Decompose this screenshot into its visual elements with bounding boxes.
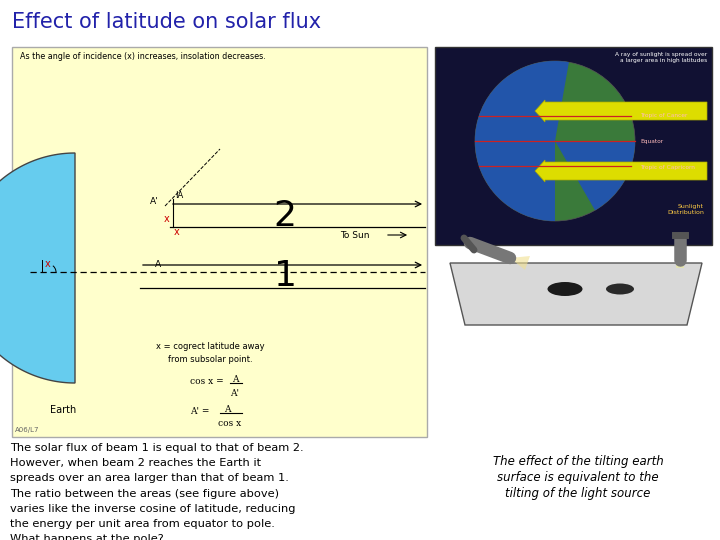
Ellipse shape	[606, 284, 634, 294]
Text: Sunlight
Distribution: Sunlight Distribution	[667, 204, 704, 215]
Text: The ratio between the areas (see figure above): The ratio between the areas (see figure …	[10, 489, 279, 498]
Text: As the angle of incidence (x) increases, insolation decreases.: As the angle of incidence (x) increases,…	[20, 52, 266, 61]
Bar	[12, 47, 427, 437]
Text: x: x	[45, 259, 51, 269]
Text: Effect of latitude on solar flux: Effect of latitude on solar flux	[12, 12, 321, 32]
Text: A: A	[224, 405, 230, 414]
Text: A ray of sunlight is spread over
a larger area in high latitudes: A ray of sunlight is spread over a large…	[615, 52, 707, 63]
Text: To Sun: To Sun	[340, 231, 369, 240]
FancyArrow shape	[535, 100, 707, 122]
Text: x: x	[164, 214, 170, 224]
Text: IA: IA	[175, 192, 184, 200]
Polygon shape	[0, 153, 75, 383]
Bar	[676, 260, 684, 268]
Text: 2: 2	[274, 199, 297, 233]
Text: Equator: Equator	[640, 138, 663, 144]
Text: Earth: Earth	[50, 405, 76, 415]
Text: A: A	[155, 260, 161, 269]
Polygon shape	[510, 256, 530, 270]
Bar	[435, 47, 712, 245]
Wedge shape	[555, 141, 635, 210]
Text: spreads over an area larger than that of beam 1.: spreads over an area larger than that of…	[10, 474, 289, 483]
Polygon shape	[450, 263, 702, 325]
Text: A': A'	[150, 197, 158, 206]
Text: tilting of the light source: tilting of the light source	[505, 487, 651, 500]
Wedge shape	[475, 61, 569, 221]
Text: 1: 1	[274, 260, 297, 294]
Text: cos x: cos x	[218, 419, 241, 428]
Text: the energy per unit area from equator to pole.: the energy per unit area from equator to…	[10, 519, 275, 529]
Text: The solar flux of beam 1 is equal to that of beam 2.: The solar flux of beam 1 is equal to tha…	[10, 443, 304, 453]
Text: x = cogrect latitude away: x = cogrect latitude away	[156, 342, 264, 351]
Text: Tropic of Cancer: Tropic of Cancer	[640, 112, 688, 118]
Text: A' =: A' =	[190, 407, 210, 416]
Text: The effect of the tilting earth: The effect of the tilting earth	[492, 455, 663, 468]
Text: cos x =: cos x =	[190, 377, 224, 386]
Text: Tropic of Capricorn: Tropic of Capricorn	[640, 165, 695, 170]
Text: A': A'	[230, 389, 239, 398]
FancyArrow shape	[535, 160, 707, 182]
Ellipse shape	[547, 282, 582, 296]
Text: However, when beam 2 reaches the Earth it: However, when beam 2 reaches the Earth i…	[10, 458, 261, 468]
Text: A: A	[232, 375, 238, 384]
Text: A06/L7: A06/L7	[15, 427, 40, 433]
Text: surface is equivalent to the: surface is equivalent to the	[498, 471, 659, 484]
Text: x: x	[174, 227, 180, 237]
Circle shape	[475, 61, 635, 221]
Text: What happens at the pole?: What happens at the pole?	[10, 534, 163, 540]
Text: varies like the inverse cosine of latitude, reducing: varies like the inverse cosine of latitu…	[10, 504, 295, 514]
Text: from subsolar point.: from subsolar point.	[168, 355, 252, 364]
